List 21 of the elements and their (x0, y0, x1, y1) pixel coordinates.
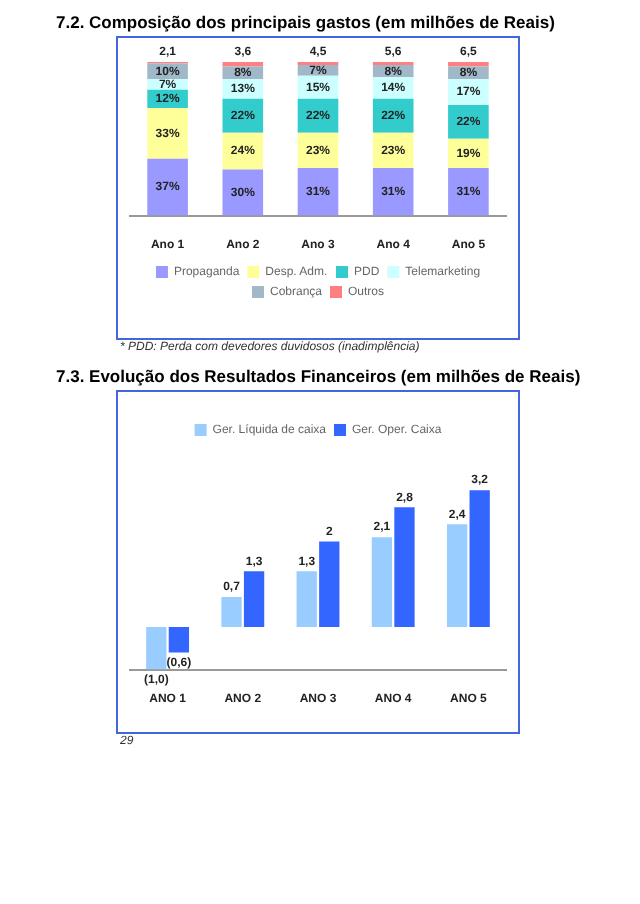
bar (319, 541, 340, 627)
bar (296, 571, 317, 627)
bar (448, 167, 489, 216)
bar (371, 537, 393, 627)
bar (168, 626, 190, 653)
bar (146, 626, 167, 670)
bar (448, 105, 489, 139)
bar (147, 108, 188, 159)
bar (372, 98, 414, 133)
bar (394, 507, 415, 627)
bar (446, 524, 468, 627)
bar (221, 596, 242, 627)
bar (243, 571, 265, 627)
bar (469, 490, 490, 627)
chart-title: 7.2. Composição dos principais gastos (em milhões de Reais) (56, 12, 557, 32)
bar (222, 132, 264, 170)
chart-title: 7.3. Evolução dos Resultados Financeiros (em milhões de Reais) (56, 366, 583, 386)
bar (222, 98, 264, 133)
bar (372, 167, 414, 216)
bar (147, 158, 188, 216)
bar (222, 169, 264, 216)
